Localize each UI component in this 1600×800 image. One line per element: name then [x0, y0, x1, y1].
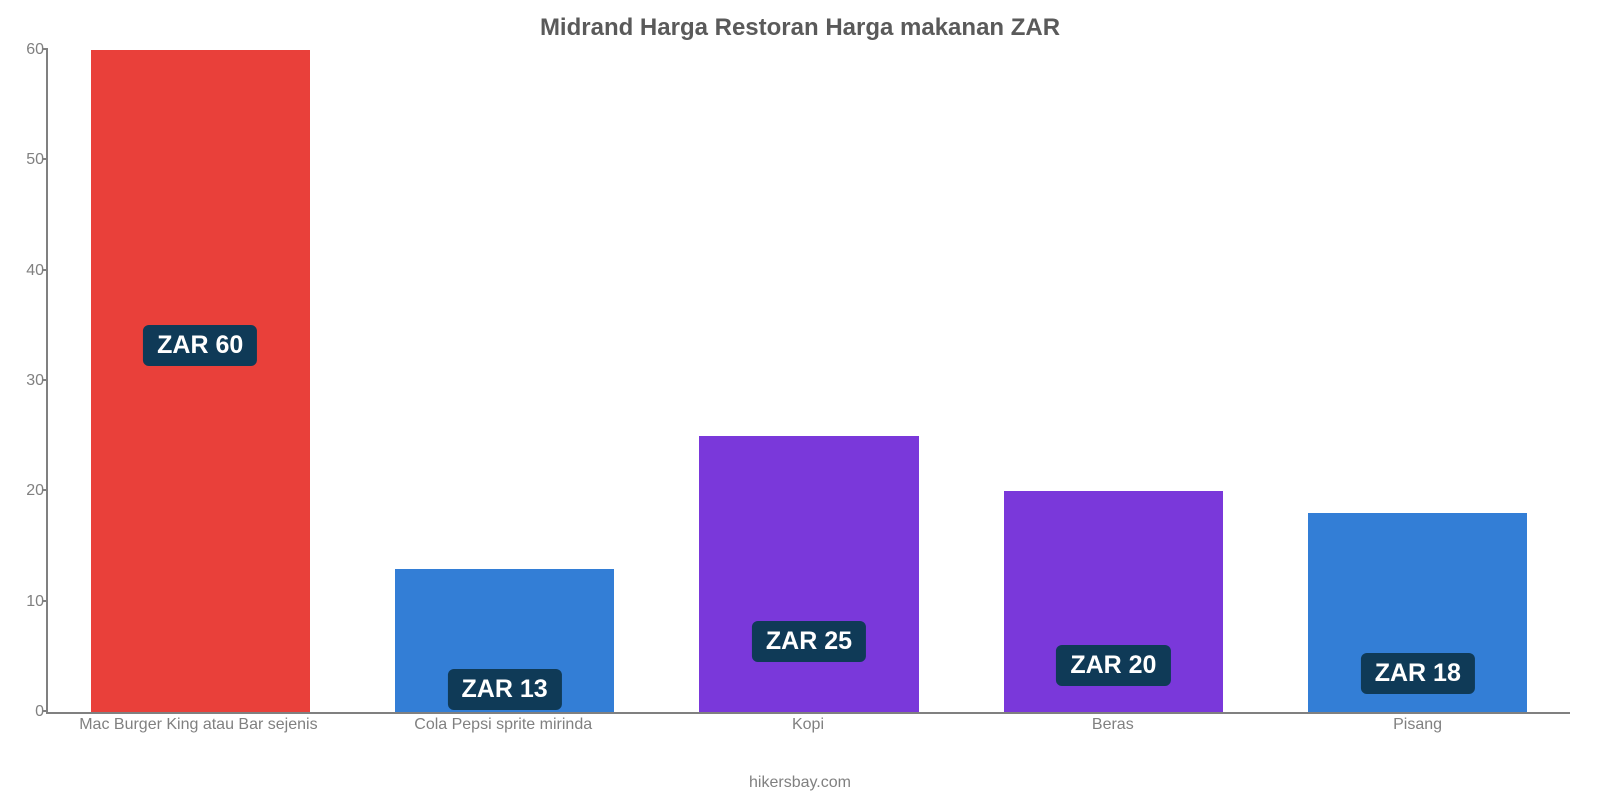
- x-axis-labels: Mac Burger King atau Bar sejenis Cola Pep…: [46, 714, 1570, 738]
- bar: ZAR 18: [1308, 513, 1527, 712]
- chart-title: Midrand Harga Restoran Harga makanan ZAR: [0, 0, 1600, 48]
- bar: ZAR 20: [1004, 491, 1223, 712]
- plot-area: ZAR 60ZAR 13ZAR 25ZAR 20ZAR 18 010203040…: [46, 50, 1570, 714]
- x-axis-label: Beras: [1092, 716, 1134, 734]
- bar: ZAR 60: [91, 50, 310, 712]
- x-axis-label: Pisang: [1393, 716, 1442, 734]
- y-tick-label: 20: [4, 482, 44, 500]
- bar-value-badge: ZAR 25: [752, 621, 866, 662]
- y-tick-mark: [42, 158, 48, 160]
- y-tick-mark: [42, 489, 48, 491]
- y-tick-label: 50: [4, 151, 44, 169]
- y-tick-mark: [42, 48, 48, 50]
- y-tick-mark: [42, 379, 48, 381]
- bar-value-badge: ZAR 18: [1361, 653, 1475, 694]
- bar: ZAR 13: [395, 569, 614, 712]
- bar: ZAR 25: [699, 436, 918, 712]
- y-tick-label: 0: [4, 703, 44, 721]
- bar-value-badge: ZAR 60: [143, 325, 257, 366]
- y-tick-label: 40: [4, 262, 44, 280]
- bar-value-badge: ZAR 13: [448, 669, 562, 710]
- x-axis-label: Cola Pepsi sprite mirinda: [414, 716, 592, 734]
- attribution-text: hikersbay.com: [0, 774, 1600, 792]
- plot-wrapper: ZAR 60ZAR 13ZAR 25ZAR 20ZAR 18 010203040…: [46, 50, 1570, 738]
- x-axis-label: Mac Burger King atau Bar sejenis: [79, 716, 317, 734]
- x-axis-label: Kopi: [792, 716, 824, 734]
- y-tick-mark: [42, 269, 48, 271]
- y-tick-mark: [42, 710, 48, 712]
- y-tick-label: 10: [4, 593, 44, 611]
- y-tick-label: 60: [4, 41, 44, 59]
- y-tick-mark: [42, 600, 48, 602]
- y-tick-label: 30: [4, 372, 44, 390]
- bar-value-badge: ZAR 20: [1056, 645, 1170, 686]
- bars-container: ZAR 60 ZAR 13 ZAR 25 ZAR 20 ZAR 18: [48, 50, 1570, 712]
